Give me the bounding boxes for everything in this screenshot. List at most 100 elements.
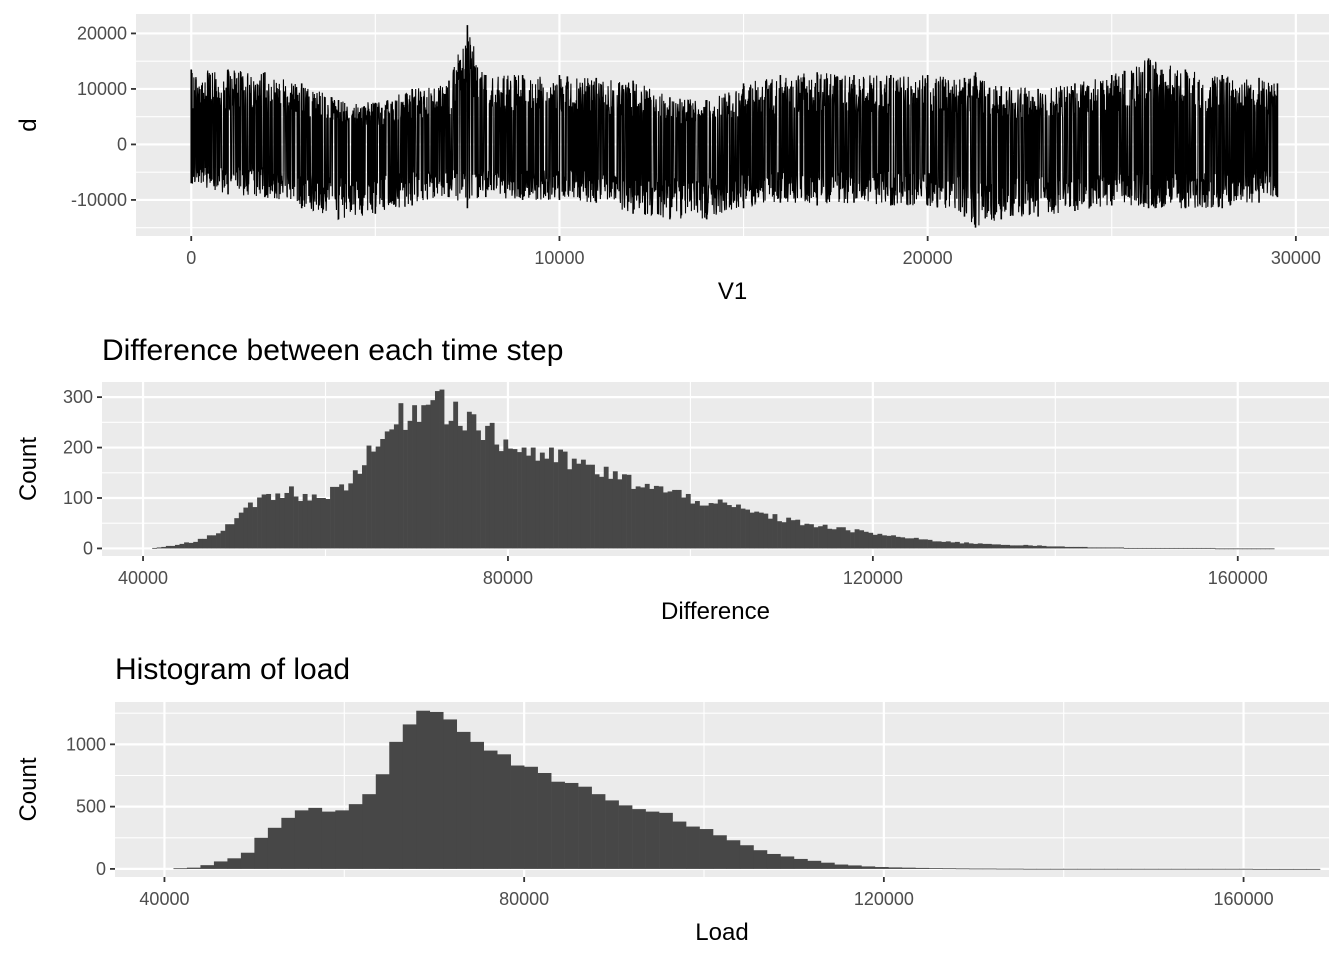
histogram-bar [1151, 547, 1156, 549]
histogram-bar [186, 867, 201, 869]
histogram-bar [681, 497, 687, 549]
chart-title: Histogram of load [115, 653, 350, 686]
histogram-bar [252, 507, 258, 549]
histogram-bar [1155, 547, 1161, 549]
histogram-bar [834, 864, 849, 869]
histogram-bar [708, 503, 714, 549]
histogram-bar [238, 512, 244, 549]
histogram-bar [959, 543, 965, 549]
histogram-bar [530, 447, 536, 549]
histogram-bar [1090, 868, 1105, 870]
histogram-bar [653, 485, 659, 549]
histogram-bar [311, 494, 317, 549]
histogram-bar [594, 474, 600, 549]
histogram-bar [676, 489, 682, 549]
histogram-bar [1233, 548, 1239, 550]
histogram-bar [1131, 868, 1145, 870]
histogram-bar [281, 817, 296, 869]
histogram-bar [753, 850, 768, 869]
histogram-bar [1110, 547, 1115, 549]
histogram-bar [991, 544, 997, 549]
histogram-bar [170, 545, 176, 549]
histogram-bar [918, 539, 924, 549]
histogram-bar [526, 455, 532, 549]
histogram-bar [928, 868, 943, 869]
histogram-bar [448, 420, 454, 549]
histogram-bar [1018, 545, 1024, 549]
histogram-bar [243, 507, 249, 549]
histogram-bar [754, 511, 760, 549]
histogram-bar [749, 512, 755, 549]
histogram-bar [200, 865, 215, 869]
histogram-bar [352, 470, 358, 549]
histogram-bar [539, 452, 545, 549]
histogram-bar [571, 458, 577, 549]
histogram-bar [1192, 547, 1198, 549]
histogram-bar [1046, 546, 1052, 549]
histogram-bar [1219, 548, 1225, 550]
panel-load-histogram: Histogram of load 40000 80000 120000 160000… [15, 653, 1329, 946]
histogram-bar [1306, 868, 1321, 870]
histogram-bar [1225, 868, 1240, 870]
histogram-bar [850, 532, 855, 549]
histogram-bar [591, 794, 606, 869]
histogram-bar [827, 528, 833, 549]
histogram-bar [430, 400, 436, 549]
histogram-bar [982, 868, 997, 870]
histogram-bar [576, 463, 582, 549]
histogram-bar [731, 507, 737, 549]
histogram-bar [1246, 548, 1252, 550]
histogram-bar [1187, 547, 1193, 549]
histogram-bar [476, 430, 481, 549]
histogram-bar [1096, 547, 1102, 549]
histogram-bar [818, 526, 823, 549]
histogram-bar [1196, 547, 1202, 549]
histogram-bar [402, 724, 417, 869]
y-tick-label: 100 [63, 488, 93, 508]
histogram-bar [973, 543, 979, 549]
histogram-bar [334, 486, 340, 549]
histogram-bar [308, 807, 323, 869]
histogram-bar [1104, 868, 1118, 870]
histogram-bar [562, 451, 568, 549]
y-tick-label: 0 [117, 134, 127, 154]
histogram-bar [1214, 548, 1220, 550]
histogram-bar [567, 469, 573, 549]
histogram-bar [740, 508, 746, 549]
histogram-bar [804, 523, 810, 549]
histogram-bar [302, 493, 308, 549]
histogram-bar [881, 535, 887, 549]
y-tick-label: 500 [76, 797, 106, 817]
x-tick-label: 0 [186, 248, 196, 268]
histogram-bar [699, 505, 705, 549]
histogram-bar [267, 827, 282, 869]
histogram-bar [1256, 548, 1261, 550]
histogram-bar [659, 812, 673, 869]
histogram-bar [254, 837, 269, 869]
y-tick-label: -10000 [71, 190, 127, 210]
y-tick-label: 300 [63, 387, 93, 407]
histogram-bar [1164, 547, 1170, 549]
histogram-bar [909, 538, 915, 549]
histogram-bar [1252, 868, 1267, 870]
histogram-bar [279, 498, 285, 549]
histogram-bar [955, 868, 970, 870]
histogram-bar [494, 444, 500, 549]
x-tick-label: 160000 [1208, 568, 1268, 588]
histogram-bar [663, 492, 668, 549]
histogram-bar [1069, 546, 1074, 549]
histogram-bar [786, 517, 792, 549]
histogram-bar [667, 491, 673, 549]
histogram-bar [564, 782, 579, 869]
histogram-bar [1078, 546, 1083, 549]
histogram-bar [1260, 548, 1266, 550]
x-axis-ticks: 0 10000 20000 30000 [186, 236, 1321, 268]
histogram-bar [713, 503, 719, 549]
histogram-bar [227, 858, 242, 869]
histogram-bar [553, 462, 559, 549]
histogram-bar [745, 509, 751, 549]
panel-timeseries: 0 10000 20000 30000 -10000 0 10000 20000 V1 d [15, 14, 1329, 305]
y-axis-ticks: 0 100 200 300 [63, 387, 102, 558]
histogram-bar [626, 474, 632, 549]
histogram-bar [416, 421, 422, 549]
